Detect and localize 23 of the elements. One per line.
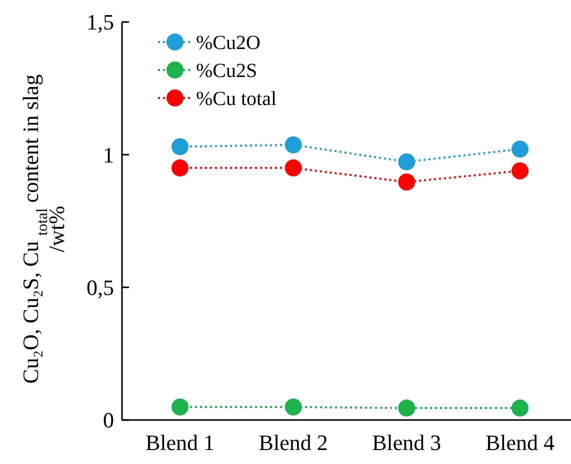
point [284,159,302,176]
point [512,140,528,158]
y-tick-label: 1,5 [86,10,114,35]
x-tick-label: Blend 4 [485,430,555,455]
point [284,136,302,154]
point [398,400,416,417]
point [172,138,188,156]
x-tick-label: Blend 3 [372,430,442,455]
legend-label: %Cu total [196,88,277,110]
point [172,159,188,176]
y-tick-label: 0,5 [86,275,114,300]
point [398,153,416,170]
point [172,398,188,416]
point [512,400,528,417]
point [398,173,416,190]
legend-label: %Cu2O [196,32,260,54]
y-tick-label: 1 [103,142,114,168]
legend-label: %Cu2S [196,60,258,82]
point [512,162,528,180]
y-tick-label: 0 [103,408,114,433]
x-tick-label: Blend 1 [145,430,215,455]
point [284,398,302,416]
x-tick-label: Blend 2 [258,430,328,455]
